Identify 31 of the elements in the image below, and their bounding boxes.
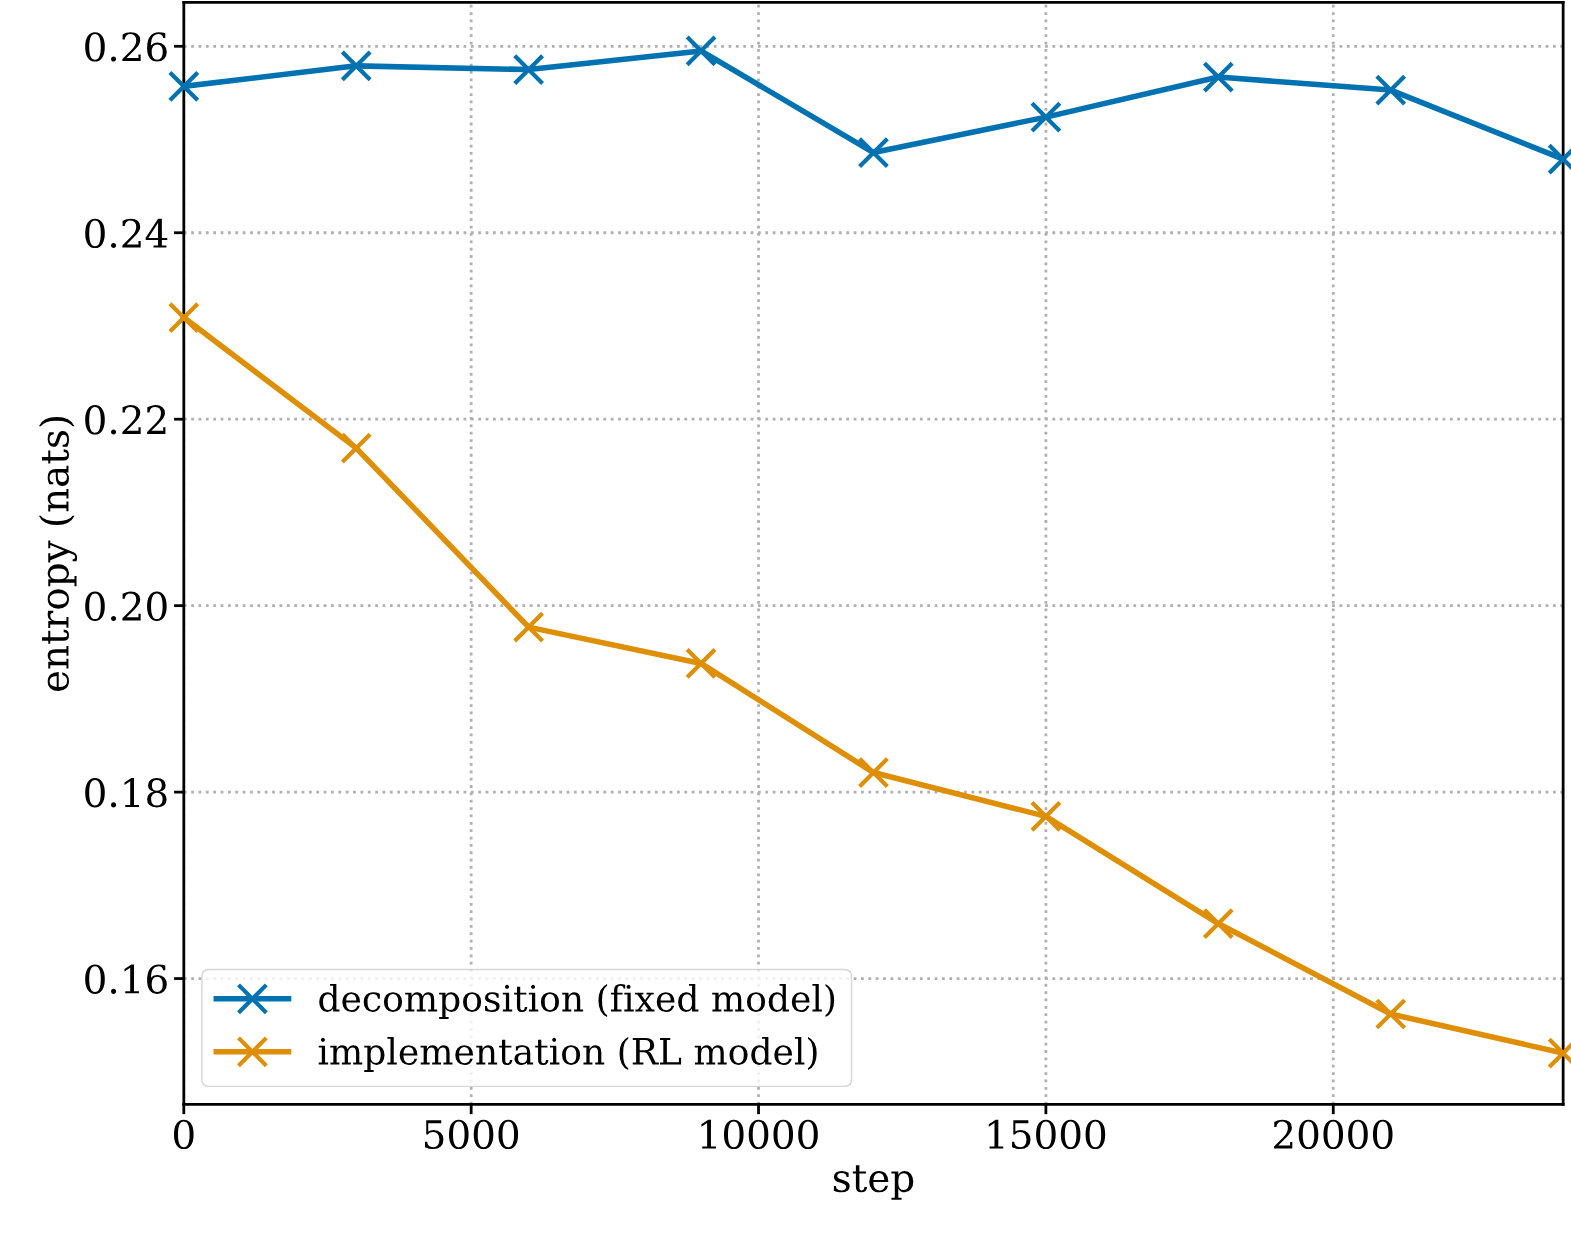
point	[1029, 101, 1062, 134]
point	[512, 611, 545, 644]
point	[1374, 74, 1407, 107]
point	[685, 647, 718, 680]
x-tick-label: 15000	[988, 1119, 1106, 1150]
y-tick-label: 0.22	[85, 405, 166, 435]
point	[685, 34, 718, 67]
point	[857, 756, 890, 789]
legend-label: decomposition (fixed model)	[319, 983, 835, 1019]
y-tick-label: 0.24	[85, 218, 168, 249]
y-tick-label: 0.18	[85, 778, 167, 808]
x-tick-label: 20000	[1274, 1119, 1393, 1150]
point	[167, 70, 200, 103]
point	[512, 53, 545, 86]
point	[340, 49, 373, 82]
point	[340, 432, 373, 465]
y-axis-title: entropy (nats)	[38, 416, 78, 692]
y-tick-label: 0.16	[85, 964, 167, 994]
y-tick-label: 0.20	[85, 591, 167, 621]
x-tick-label: 5000	[424, 1119, 519, 1150]
x-tick-label: 10000	[701, 1119, 818, 1150]
point	[167, 301, 200, 334]
y-tick-label: 0.26	[85, 32, 167, 62]
point	[1029, 800, 1062, 833]
x-tick-label: 0	[174, 1119, 194, 1150]
x-axis-title: step	[833, 1165, 914, 1200]
point	[1374, 998, 1407, 1030]
point	[857, 136, 890, 169]
point	[1202, 61, 1235, 94]
point	[1202, 907, 1235, 940]
legend-label: implementation (RL model)	[318, 1036, 817, 1072]
